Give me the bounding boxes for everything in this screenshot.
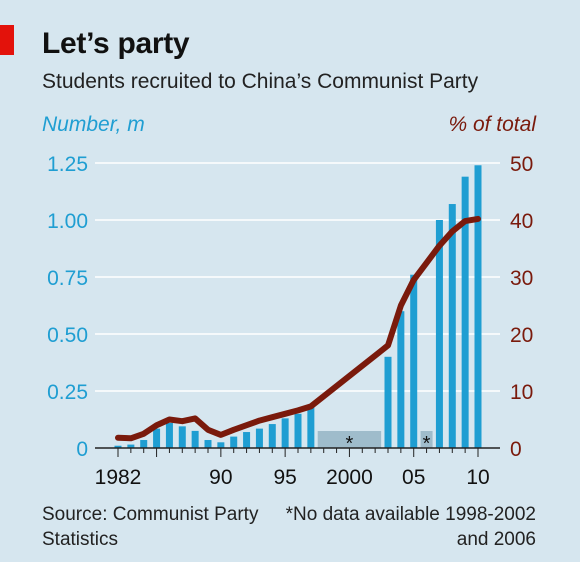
bar [204,440,212,448]
line-series-path [115,215,481,442]
no-data-marker: * [346,433,354,455]
no-data-regions: * * [317,431,433,455]
y-left-tick-label: 0.75 [47,267,88,290]
y-right-tick-label: 40 [510,210,533,233]
bar [384,356,392,448]
bar [397,311,405,448]
x-tick-label: 1982 [95,466,142,489]
x-tick-label: 05 [402,466,425,489]
bar [448,204,456,448]
y-right-tick-label: 0 [510,438,522,461]
bar [165,422,173,448]
y-left-tick-label: 1.00 [47,210,88,233]
bar [153,428,161,448]
bar [268,424,276,448]
chart-subtitle: Students recruited to China’s Communist … [42,70,479,93]
x-tick-label: 2000 [326,466,373,489]
bar [243,432,251,448]
source-note: Source: Communist Party Statistics [42,504,259,550]
bar-series [114,165,482,448]
no-data-region [317,431,382,448]
bar [294,413,302,448]
y-left-tick-label: 0.25 [47,381,88,404]
y-left-tick-label: 1.25 [47,153,88,176]
chart-title: Let’s party [42,27,190,60]
no-data-footnote: *No data available 1998-2002 and 2006 [285,504,536,550]
bar [461,176,469,448]
x-tick-label: 90 [209,466,232,489]
left-axis-label: Number, m [42,113,145,136]
brand-accent-bar [0,25,14,55]
bar [474,165,482,448]
bar [410,274,418,448]
bar [255,428,263,448]
y-right-tick-label: 30 [510,267,533,290]
bar [114,445,122,448]
bar [307,406,315,448]
y-right-tick-label: 50 [510,153,533,176]
bar [140,440,148,448]
y-right-tick-label: 10 [510,381,533,404]
x-tick-label: 10 [466,466,489,489]
bar [435,220,443,448]
y-left-tick-label: 0 [76,438,88,461]
no-data-region [420,431,433,448]
bar [230,436,238,448]
line-series [115,215,481,442]
bar [191,430,199,448]
bar [178,426,186,448]
x-tick-label: 95 [273,466,296,489]
bar [127,444,135,448]
no-data-marker: * [423,433,431,455]
y-left-tick-label: 0.50 [47,324,88,347]
axis-ticks: 0 0 0.25 10 0.50 20 0.75 30 1.00 40 1.25 50 1982 90 95… [47,153,533,489]
gridlines [95,162,500,392]
right-axis-label: % of total [448,113,536,136]
y-right-tick-label: 20 [510,324,533,347]
bar [281,418,289,448]
bar [217,442,225,448]
